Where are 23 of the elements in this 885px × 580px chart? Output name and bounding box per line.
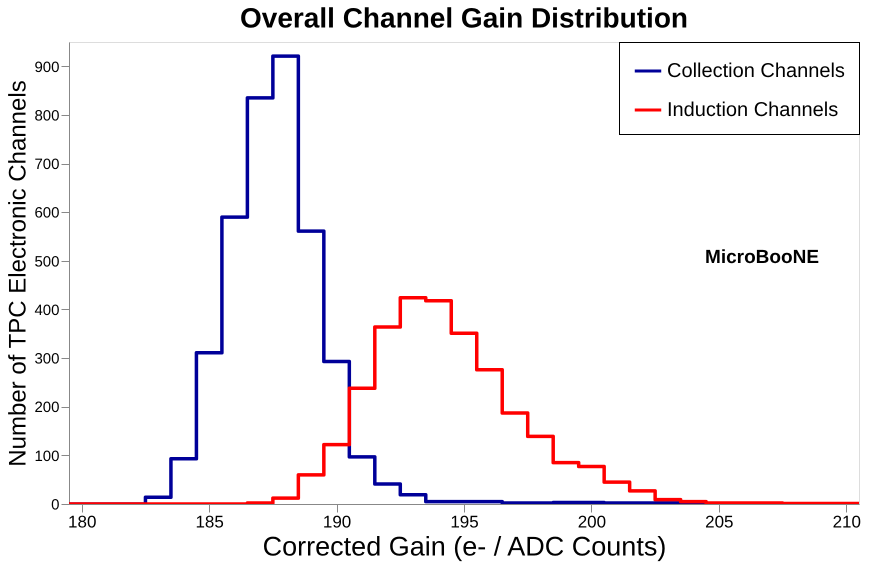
y-tick-label: 800 bbox=[34, 107, 60, 124]
y-tick-label: 0 bbox=[51, 496, 60, 514]
annotation: MicroBooNE bbox=[705, 247, 819, 268]
y-tick-label: 900 bbox=[34, 58, 60, 76]
y-tick-label: 700 bbox=[34, 156, 60, 174]
x-tick-label: 205 bbox=[705, 512, 734, 532]
x-tick-label: 210 bbox=[832, 512, 861, 532]
y-tick-label: 500 bbox=[34, 253, 60, 270]
y-tick-label: 600 bbox=[34, 204, 60, 222]
chart-title: Overall Channel Gain Distribution bbox=[240, 2, 688, 34]
y-tick-label: 100 bbox=[34, 448, 60, 465]
x-tick-label: 180 bbox=[68, 512, 96, 532]
x-tick-label: 185 bbox=[195, 512, 224, 532]
x-tick-label: 195 bbox=[450, 512, 479, 532]
x-axis-title: Corrected Gain (e- / ADC Counts) bbox=[262, 532, 666, 562]
legend-label: Induction Channels bbox=[667, 99, 838, 121]
y-tick-label: 300 bbox=[34, 350, 60, 368]
y-axis-title: Number of TPC Electronic Channels bbox=[4, 80, 32, 467]
y-tick-label: 400 bbox=[34, 302, 60, 319]
legend-label: Collection Channels bbox=[667, 60, 845, 82]
x-tick-label: 200 bbox=[578, 512, 606, 532]
y-tick-label: 200 bbox=[34, 399, 60, 416]
x-tick-label: 190 bbox=[322, 512, 352, 532]
